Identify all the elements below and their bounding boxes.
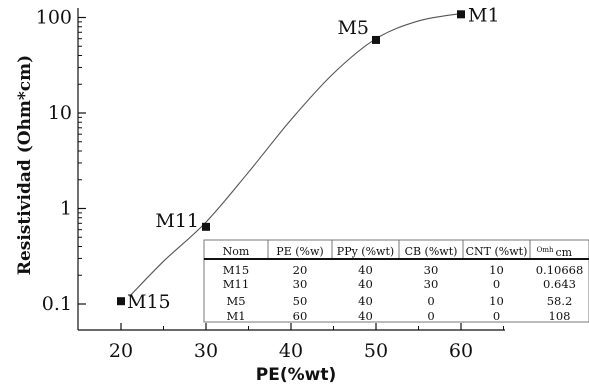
table-header: PE (%w) [276,245,323,258]
table-cell: 0 [427,294,434,308]
table-cell: M11 [223,277,249,291]
data-point-m1 [457,10,465,19]
table-cell: 30 [424,263,439,277]
table-cell: 10 [489,294,504,308]
x-axis-label: PE(%wt) [256,365,336,385]
table-header: CNT (%wt) [466,245,528,258]
table-cell: 0 [493,309,500,323]
point-label-m5: M5 [337,17,369,39]
x-tick-label: 40 [279,340,303,362]
table-cell: 60 [293,309,308,323]
table-cell: 58.2 [547,294,573,308]
table-cell: 0 [493,277,500,291]
table-cell: 40 [358,294,373,308]
point-label-m11: M11 [155,210,199,232]
x-tick-label: 20 [109,340,133,362]
table-cell: 0.10668 [536,263,584,277]
y-tick-label: 10 [48,102,72,124]
y-tick-label: 100 [36,7,72,29]
table-cell: 40 [358,277,373,291]
table-cell: M15 [223,263,249,277]
table-cell: 50 [293,294,308,308]
composition-table: Nom PE (%w) PPy (%wt) CB (%wt) CNT (%wt) Omh c… [203,239,589,323]
table-cell: 40 [358,263,373,277]
table-header-unit: Omh [537,246,554,254]
fit-curve [129,13,462,297]
table-header: CB (%wt) [405,245,458,258]
table-cell: 30 [293,277,308,291]
table-cell: 0 [427,309,434,323]
table-cell: 10 [489,263,504,277]
table-cell: M1 [226,309,245,323]
table-cell: M5 [226,294,245,308]
table-header: Nom [223,245,250,258]
table-cell: 40 [358,309,373,323]
table-header-unit-cm: cm [556,246,573,259]
x-tick-label: 60 [449,340,473,362]
table-cell: 108 [549,309,571,323]
data-point-m5 [372,35,380,44]
table-cell: 30 [424,277,439,291]
fit-curve-layer [129,13,462,297]
x-tick-label: 30 [194,340,218,362]
point-label-m1: M1 [468,4,500,26]
table-frame [203,239,589,323]
y-tick-label: 0.1 [42,293,72,315]
y-axis-label: Resistividad (Ohm*cm) [15,55,35,275]
data-point-m15 [117,297,125,306]
table-cell: 0.643 [543,277,576,291]
table-cell: 20 [293,263,308,277]
data-point-m11 [202,222,210,231]
y-tick-label: 1 [60,198,72,220]
table-header: PPy (%wt) [337,245,394,258]
x-tick-label: 50 [364,340,388,362]
table-header: Omh cm [536,246,583,259]
point-label-m15: M15 [127,291,171,313]
